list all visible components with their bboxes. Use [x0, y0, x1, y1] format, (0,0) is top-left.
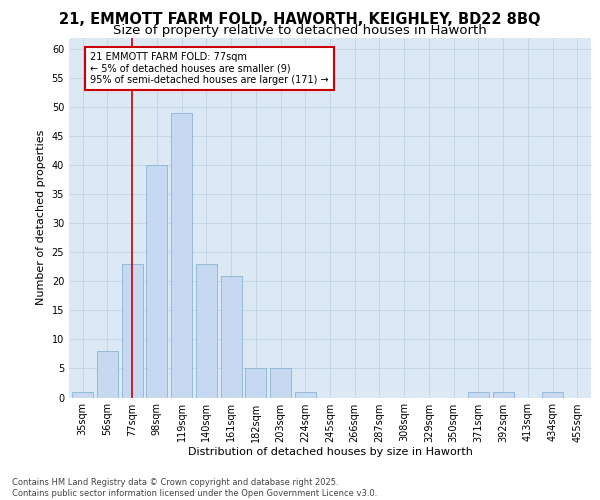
Bar — [542, 392, 563, 398]
Bar — [468, 392, 489, 398]
Bar — [171, 113, 192, 398]
Text: 21 EMMOTT FARM FOLD: 77sqm
← 5% of detached houses are smaller (9)
95% of semi-d: 21 EMMOTT FARM FOLD: 77sqm ← 5% of detac… — [90, 52, 329, 85]
Bar — [270, 368, 291, 398]
Bar — [146, 165, 167, 398]
Text: Size of property relative to detached houses in Haworth: Size of property relative to detached ho… — [113, 24, 487, 37]
Y-axis label: Number of detached properties: Number of detached properties — [36, 130, 46, 305]
Bar — [72, 392, 93, 398]
Bar — [122, 264, 143, 398]
Text: Contains HM Land Registry data © Crown copyright and database right 2025.
Contai: Contains HM Land Registry data © Crown c… — [12, 478, 377, 498]
Text: 21, EMMOTT FARM FOLD, HAWORTH, KEIGHLEY, BD22 8BQ: 21, EMMOTT FARM FOLD, HAWORTH, KEIGHLEY,… — [59, 12, 541, 28]
Bar — [221, 276, 242, 398]
Bar — [97, 351, 118, 398]
Bar — [295, 392, 316, 398]
X-axis label: Distribution of detached houses by size in Haworth: Distribution of detached houses by size … — [188, 448, 472, 458]
Bar — [196, 264, 217, 398]
Bar — [245, 368, 266, 398]
Bar — [493, 392, 514, 398]
